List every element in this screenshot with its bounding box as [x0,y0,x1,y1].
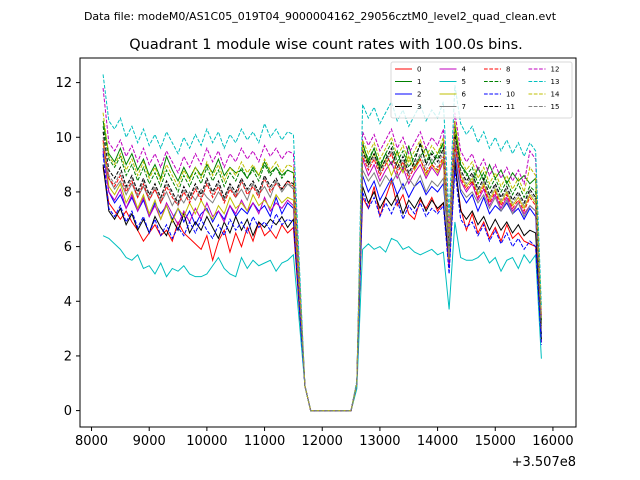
x-tick-label: 14000 [417,434,458,449]
x-tick-label: 9000 [133,434,166,449]
x-tick-label: 15000 [475,434,516,449]
legend-label-1: 1 [417,78,421,86]
y-tick-label: 6 [64,240,72,255]
y-tick-label: 4 [64,295,72,310]
legend-label-14: 14 [551,91,560,99]
series-line-5 [102,221,542,412]
series-line-1 [102,120,542,412]
chart-title: Quadrant 1 module wise count rates with … [129,37,523,53]
legend-label-13: 13 [551,78,560,86]
figure-suptitle: Data file: modeM0/AS1C05_019T04_90000041… [84,10,557,23]
legend-label-5: 5 [462,78,466,86]
y-tick-label: 10 [55,131,72,146]
legend-label-4: 4 [462,66,467,74]
x-tick-label: 8000 [75,434,108,449]
x-tick-label: 11000 [244,434,285,449]
axes-frame [79,57,577,428]
series-line-0 [102,164,542,412]
x-tick-label: 13000 [359,434,400,449]
legend-label-11: 11 [506,103,515,111]
x-tick-label: 16000 [532,434,573,449]
x-offset-label: +3.507e8 [512,455,576,470]
y-tick-label: 8 [64,185,72,200]
legend-label-3: 3 [417,103,421,111]
legend-label-6: 6 [462,91,467,99]
x-tick-label: 12000 [302,434,343,449]
y-tick-label: 2 [64,349,72,364]
y-tick-label: 12 [55,76,72,91]
x-tick-label: 10000 [186,434,227,449]
legend-box [390,61,573,119]
legend-label-8: 8 [506,66,510,74]
legend-label-0: 0 [417,66,421,74]
series-line-8 [102,139,542,412]
series-line-14 [102,112,542,412]
y-tick-label: 0 [64,404,72,419]
axes: 8000 9000 10000 11000 12000 13000 14000 15000 16… [55,57,577,449]
legend-label-12: 12 [551,66,560,74]
plot-area [102,74,542,412]
series-line-13 [102,74,542,412]
series-line-15 [102,137,542,412]
series-line-4 [102,142,542,412]
legend-label-10: 10 [506,91,515,99]
series-line-9 [102,126,542,412]
legend-label-15: 15 [551,103,560,111]
legend-label-9: 9 [506,78,510,86]
legend-label-2: 2 [417,91,421,99]
legend-label-7: 7 [462,103,466,111]
